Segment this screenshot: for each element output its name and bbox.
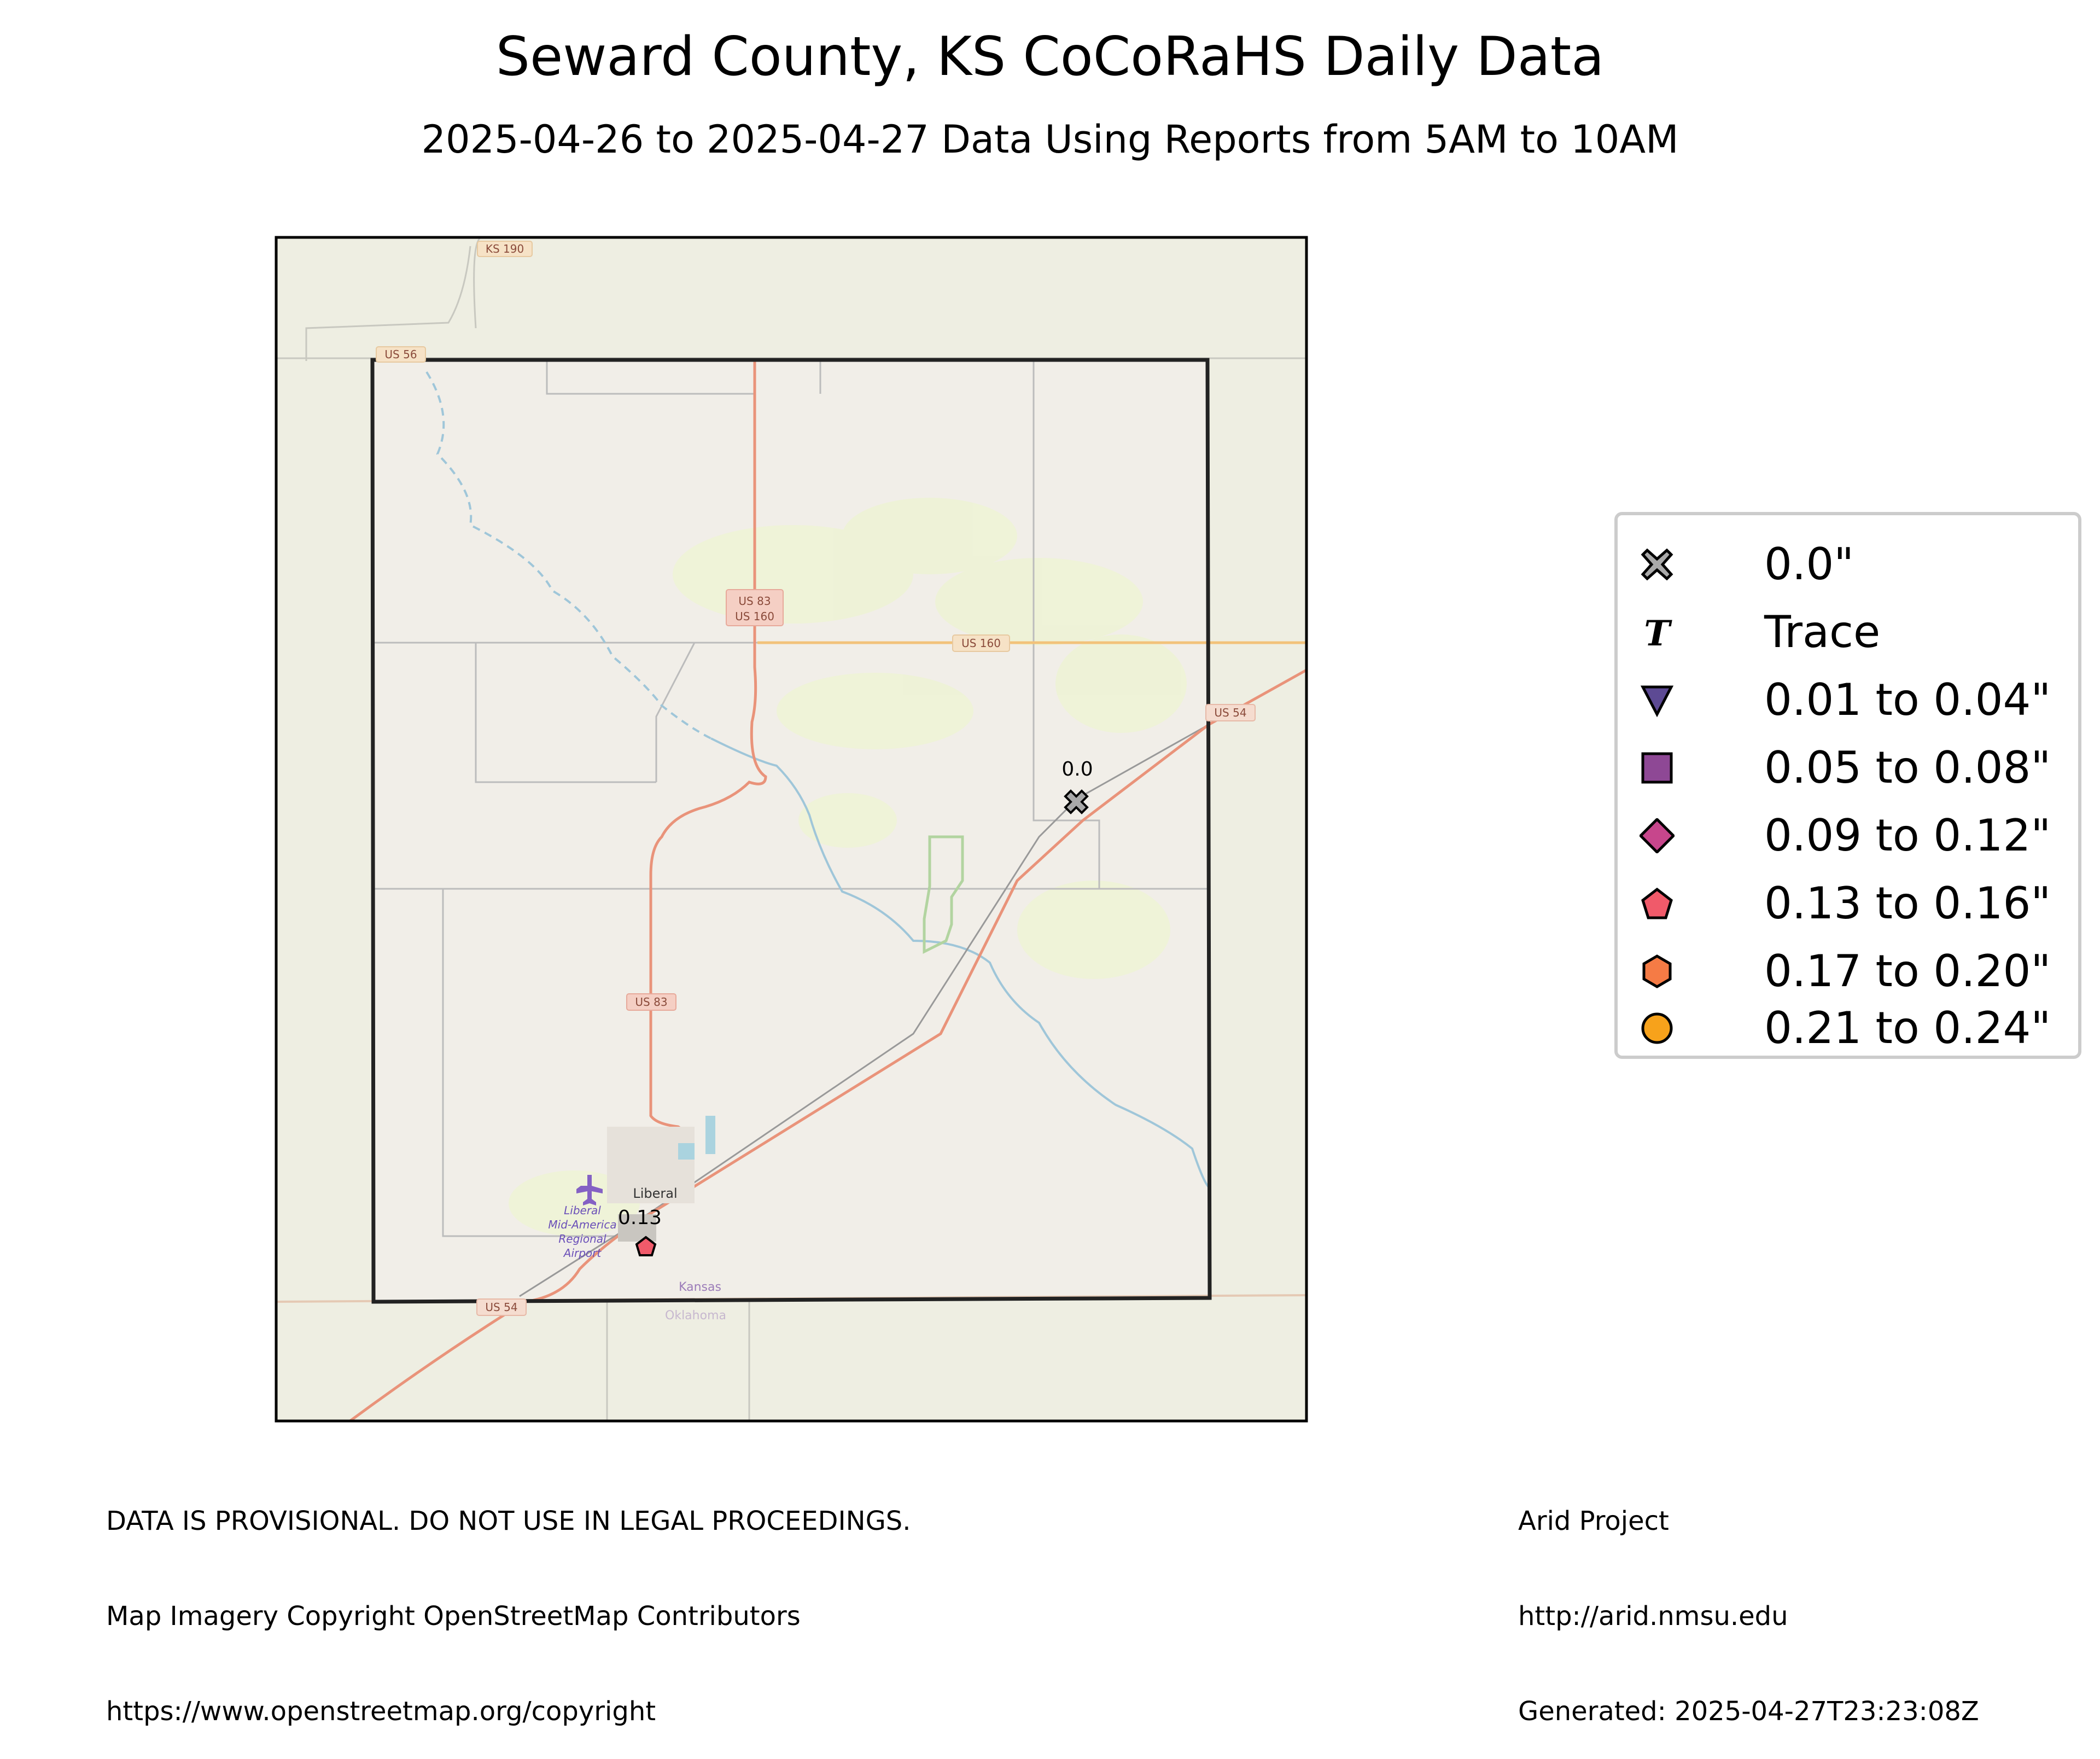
shield-us160: US 160 — [952, 634, 1010, 652]
legend-label: 0.01 to 0.04" — [1764, 674, 2051, 725]
state-label-kansas: Kansas — [679, 1280, 721, 1294]
county-boundary — [370, 358, 1212, 1304]
footer-link[interactable]: https://www.openstreetmap.org/copyright — [106, 1696, 656, 1727]
legend-item: 0.09 to 0.12" — [1618, 803, 2078, 869]
legend-label: 0.13 to 0.16" — [1764, 878, 2051, 929]
legend-item: 0.01 to 0.04" — [1618, 667, 2078, 733]
pentagon-icon — [635, 1236, 657, 1256]
legend-label: 0.05 to 0.08" — [1764, 742, 2051, 793]
vegetation-patches — [509, 498, 1187, 1236]
map-frame — [275, 236, 1308, 1423]
circle-icon — [1641, 1012, 1673, 1044]
shield-ks190: KS 190 — [477, 241, 533, 257]
shield-us54-west: US 54 — [476, 1298, 527, 1316]
map-figure: KS 190 US 56 US 83 US 160 US 160 US 54 U… — [275, 236, 1308, 1423]
svg-text:Mid-America: Mid-America — [548, 1218, 616, 1231]
town-label-liberal: Liberal — [633, 1186, 677, 1201]
trace-t-icon: T — [1644, 615, 1672, 650]
svg-text:Regional: Regional — [558, 1232, 606, 1245]
footer-timestamp: Generated: 2025-04-27T23:23:08Z — [1518, 1696, 1979, 1727]
footer-link[interactable]: http://arid.nmsu.edu — [1518, 1601, 1788, 1632]
svg-text:US 160: US 160 — [735, 610, 774, 623]
station-0-13[interactable]: 0.13 — [618, 1207, 662, 1256]
footer-disclaimer: DATA IS PROVISIONAL. DO NOT USE IN LEGAL… — [106, 1442, 911, 1759]
cimarron-river — [710, 737, 1210, 1188]
triangle-down-icon — [1640, 685, 1674, 718]
legend-label: 0.17 to 0.20" — [1764, 946, 2051, 997]
svg-text:KS 190: KS 190 — [486, 242, 524, 255]
legend-label: 0.0" — [1764, 539, 1854, 590]
svg-text:US 54: US 54 — [485, 1301, 517, 1314]
map-legend: 0.0" T Trace 0.01 to 0.04" 0.05 to 0.08"… — [1614, 512, 2081, 1059]
svg-text:Airport: Airport — [563, 1247, 602, 1260]
legend-label: 0.21 to 0.24" — [1764, 1003, 2051, 1053]
square-icon — [1641, 752, 1673, 784]
svg-text:T: T — [1644, 615, 1672, 650]
legend-item: 0.13 to 0.16" — [1618, 871, 2078, 936]
map-title: Seward County, KS CoCoRaHS Daily Data — [495, 26, 1605, 88]
svg-text:US 160: US 160 — [961, 637, 1001, 650]
svg-text:US 83: US 83 — [635, 995, 667, 1009]
legend-item: 0.0" — [1618, 532, 2078, 597]
station-0-0[interactable]: 0.0 — [1061, 758, 1093, 814]
legend-label: Trace — [1764, 607, 1881, 657]
diamond-icon — [1640, 818, 1675, 853]
svg-text:Liberal: Liberal — [564, 1204, 601, 1217]
park-area — [923, 835, 964, 954]
liberal-town — [607, 1116, 715, 1242]
county-area — [372, 360, 1210, 1302]
airport-label: Liberal Mid-America Regional Airport — [548, 1204, 616, 1260]
railway — [519, 724, 1209, 1297]
state-label-oklahoma: Oklahoma — [665, 1309, 726, 1323]
creek — [425, 371, 711, 739]
station-value-label: 0.13 — [618, 1207, 662, 1229]
legend-item: 0.17 to 0.20" — [1618, 939, 2078, 1004]
footer-line: Arid Project — [1518, 1506, 1669, 1536]
svg-text:US 83: US 83 — [738, 595, 771, 608]
pentagon-icon — [1641, 887, 1673, 919]
footer-credits: Arid Project http://arid.nmsu.edu Genera… — [1518, 1442, 1979, 1759]
footer-line: Map Imagery Copyright OpenStreetMap Cont… — [106, 1601, 801, 1632]
footer-line: DATA IS PROVISIONAL. DO NOT USE IN LEGAL… — [106, 1506, 911, 1536]
x-icon — [1064, 789, 1089, 814]
legend-label: 0.09 to 0.12" — [1764, 810, 2051, 861]
shield-us83-south: US 83 — [626, 993, 676, 1011]
airport-icon — [576, 1175, 603, 1205]
station-value-label: 0.0 — [1061, 758, 1093, 781]
svg-text:US 56: US 56 — [384, 348, 417, 361]
legend-item: T Trace — [1618, 599, 2078, 665]
map-subtitle: 2025-04-26 to 2025-04-27 Data Using Repo… — [421, 117, 1679, 162]
shield-us54-east: US 54 — [1205, 704, 1256, 721]
x-icon — [1641, 548, 1673, 581]
legend-item: 0.05 to 0.08" — [1618, 735, 2078, 801]
svg-text:US 54: US 54 — [1214, 706, 1246, 719]
shield-us83-us160: US 83 US 160 — [726, 589, 784, 626]
legend-item: 0.21 to 0.24" — [1618, 995, 2078, 1061]
shield-us56: US 56 — [376, 346, 426, 363]
hexagon-icon — [1642, 954, 1672, 988]
